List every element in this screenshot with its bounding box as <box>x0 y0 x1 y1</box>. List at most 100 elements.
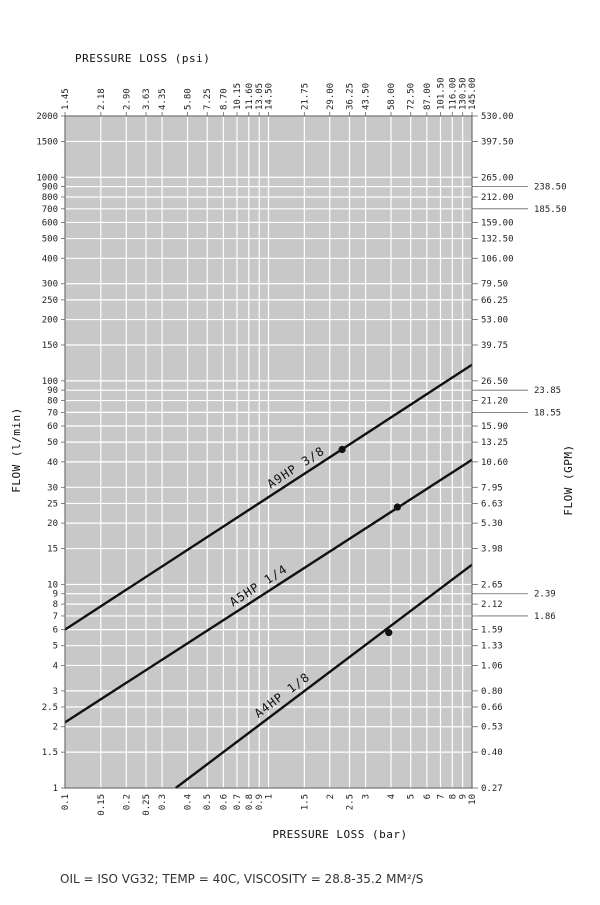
y-tick-label: 90 <box>47 386 58 396</box>
x-tick-label: 1 <box>265 794 275 799</box>
y-tick-label: 9 <box>53 590 58 600</box>
y-tick-label: 7 <box>53 612 58 622</box>
x-tick-label: 0.5 <box>203 794 213 810</box>
y2-tick-label: 18.55 <box>534 408 561 418</box>
x-tick-label: 0.3 <box>158 794 168 810</box>
series-marker-a4hp-1-8 <box>385 628 393 637</box>
y2-tick-label: 1.59 <box>481 626 503 636</box>
x2-tick-label: 8.70 <box>219 88 229 110</box>
series-marker-a9hp-3-8 <box>338 445 346 454</box>
y2-tick-label: 10.60 <box>481 458 508 468</box>
y2-tick-label: 2.65 <box>481 580 503 590</box>
y2-tick-label: 132.50 <box>481 235 514 245</box>
y2-tick-label: 238.50 <box>534 183 567 193</box>
x2-tick-label: 116.00 <box>448 77 458 110</box>
y2-tick-label: 79.50 <box>481 280 508 290</box>
y-tick-label: 2000 <box>36 112 58 122</box>
x-tick-label: 9 <box>459 794 469 799</box>
y2-tick-label: 2.39 <box>534 590 556 600</box>
y2-tick-label: 13.25 <box>481 438 508 448</box>
y2-tick-label: 53.00 <box>481 316 508 326</box>
y-tick-label: 500 <box>42 235 58 245</box>
x-tick-label: 0.6 <box>219 794 229 810</box>
x-tick-label: 2.5 <box>345 794 355 810</box>
x-tick-label: 0.2 <box>122 794 132 810</box>
y2-tick-label: 5.30 <box>481 519 503 529</box>
y2-tick-label: 106.00 <box>481 254 514 264</box>
y2-tick-label: 0.80 <box>481 687 503 697</box>
series-line-a9hp-3-8 <box>64 363 473 631</box>
y-tick-label: 1500 <box>36 137 58 147</box>
x2-tick-label: 145.00 <box>468 77 478 110</box>
x-tick-label: 6 <box>423 794 433 799</box>
y-tick-label: 40 <box>47 458 58 468</box>
y2-tick-label: 530.00 <box>481 112 514 122</box>
x2-tick-label: 3.63 <box>142 88 152 110</box>
series-line-a5hp-1-4 <box>64 458 473 724</box>
x2-tick-label: 2.18 <box>97 88 107 110</box>
x-axis-title: PRESSURE LOSS (bar) <box>272 828 407 841</box>
x-tick-label: 0.25 <box>142 794 152 816</box>
y-tick-label: 70 <box>47 408 58 418</box>
y2-tick-label: 1.33 <box>481 642 503 652</box>
x2-tick-label: 130.50 <box>459 77 469 110</box>
y2-tick-label: 1.06 <box>481 661 503 671</box>
y-tick-label: 1 <box>53 784 58 794</box>
series-line-a4hp-1-8 <box>174 563 473 789</box>
y2-tick-label: 23.85 <box>534 386 561 396</box>
x2-tick-label: 7.25 <box>203 88 213 110</box>
x2-tick-label: 4.35 <box>158 88 168 110</box>
x-tick-label: 0.1 <box>61 794 71 810</box>
x2-tick-label: 36.25 <box>345 83 355 110</box>
y-tick-label: 1.5 <box>42 748 58 758</box>
y-tick-label: 100 <box>42 377 58 387</box>
top-axis-ticks: 1.45 2.18 2.90 3.63 4.35 5.80 7.25 8.70 10.15 11.… <box>61 77 478 116</box>
y-tick-label: 300 <box>42 280 58 290</box>
x-tick-label: 0.9 <box>255 794 265 810</box>
y-tick-label: 800 <box>42 193 58 203</box>
y-tick-label: 700 <box>42 205 58 215</box>
y-tick-label: 5 <box>53 642 58 652</box>
x-tick-label: 8 <box>448 794 458 799</box>
y-tick-label: 250 <box>42 296 58 306</box>
x-tick-label: 7 <box>436 794 446 799</box>
y2-tick-label: 3.98 <box>481 545 503 555</box>
y2-axis-title: FLOW (GPM) <box>562 444 575 515</box>
x-tick-label: 0.4 <box>184 794 194 810</box>
y-tick-label: 900 <box>42 183 58 193</box>
y-tick-label: 15 <box>47 545 58 555</box>
y2-tick-label: 39.75 <box>481 341 508 351</box>
y-axis-title: FLOW (l/min) <box>10 407 23 492</box>
x2-tick-label: 21.75 <box>300 83 310 110</box>
bottom-axis-ticks: 0.1 0.15 0.2 0.25 0.3 0.4 0.5 0.6 0.7 0.8 0.9 1 1.5 2… <box>61 794 478 816</box>
x2-tick-label: 72.50 <box>407 83 417 110</box>
x2-tick-label: 10.15 <box>233 83 243 110</box>
x-tick-label: 10 <box>468 794 478 805</box>
y-tick-label: 80 <box>47 397 58 407</box>
y2-tick-label: 0.53 <box>481 723 503 733</box>
y2-tick-label: 7.95 <box>481 483 503 493</box>
y2-tick-label: 2.12 <box>481 600 503 610</box>
y-tick-label: 2 <box>53 723 58 733</box>
y-tick-label: 10 <box>47 580 58 590</box>
y2-tick-label: 185.50 <box>534 205 567 215</box>
x2-tick-label: 13.05 <box>255 83 265 110</box>
y-tick-label: 1000 <box>36 173 58 183</box>
y2-tick-label: 6.63 <box>481 499 503 509</box>
x-tick-label: 0.8 <box>245 794 255 810</box>
x2-tick-label: 87.00 <box>423 83 433 110</box>
y-tick-label: 30 <box>47 483 58 493</box>
x2-tick-label: 29.00 <box>326 83 336 110</box>
y-tick-label: 200 <box>42 316 58 326</box>
x2-tick-label: 1.45 <box>61 88 71 110</box>
x-tick-label: 2 <box>326 794 336 799</box>
y2-tick-label: 1.86 <box>534 612 556 622</box>
y-tick-label: 20 <box>47 519 58 529</box>
x-tick-label: 1.5 <box>300 794 310 810</box>
y-tick-label: 6 <box>53 626 58 636</box>
y2-tick-label: 0.27 <box>481 784 503 794</box>
conditions-footnote: OIL = ISO VG32; TEMP = 40C, VISCOSITY = … <box>60 872 424 886</box>
x-tick-label: 3 <box>362 794 372 799</box>
y2-tick-label: 265.00 <box>481 173 514 183</box>
plot-frame <box>64 115 473 789</box>
